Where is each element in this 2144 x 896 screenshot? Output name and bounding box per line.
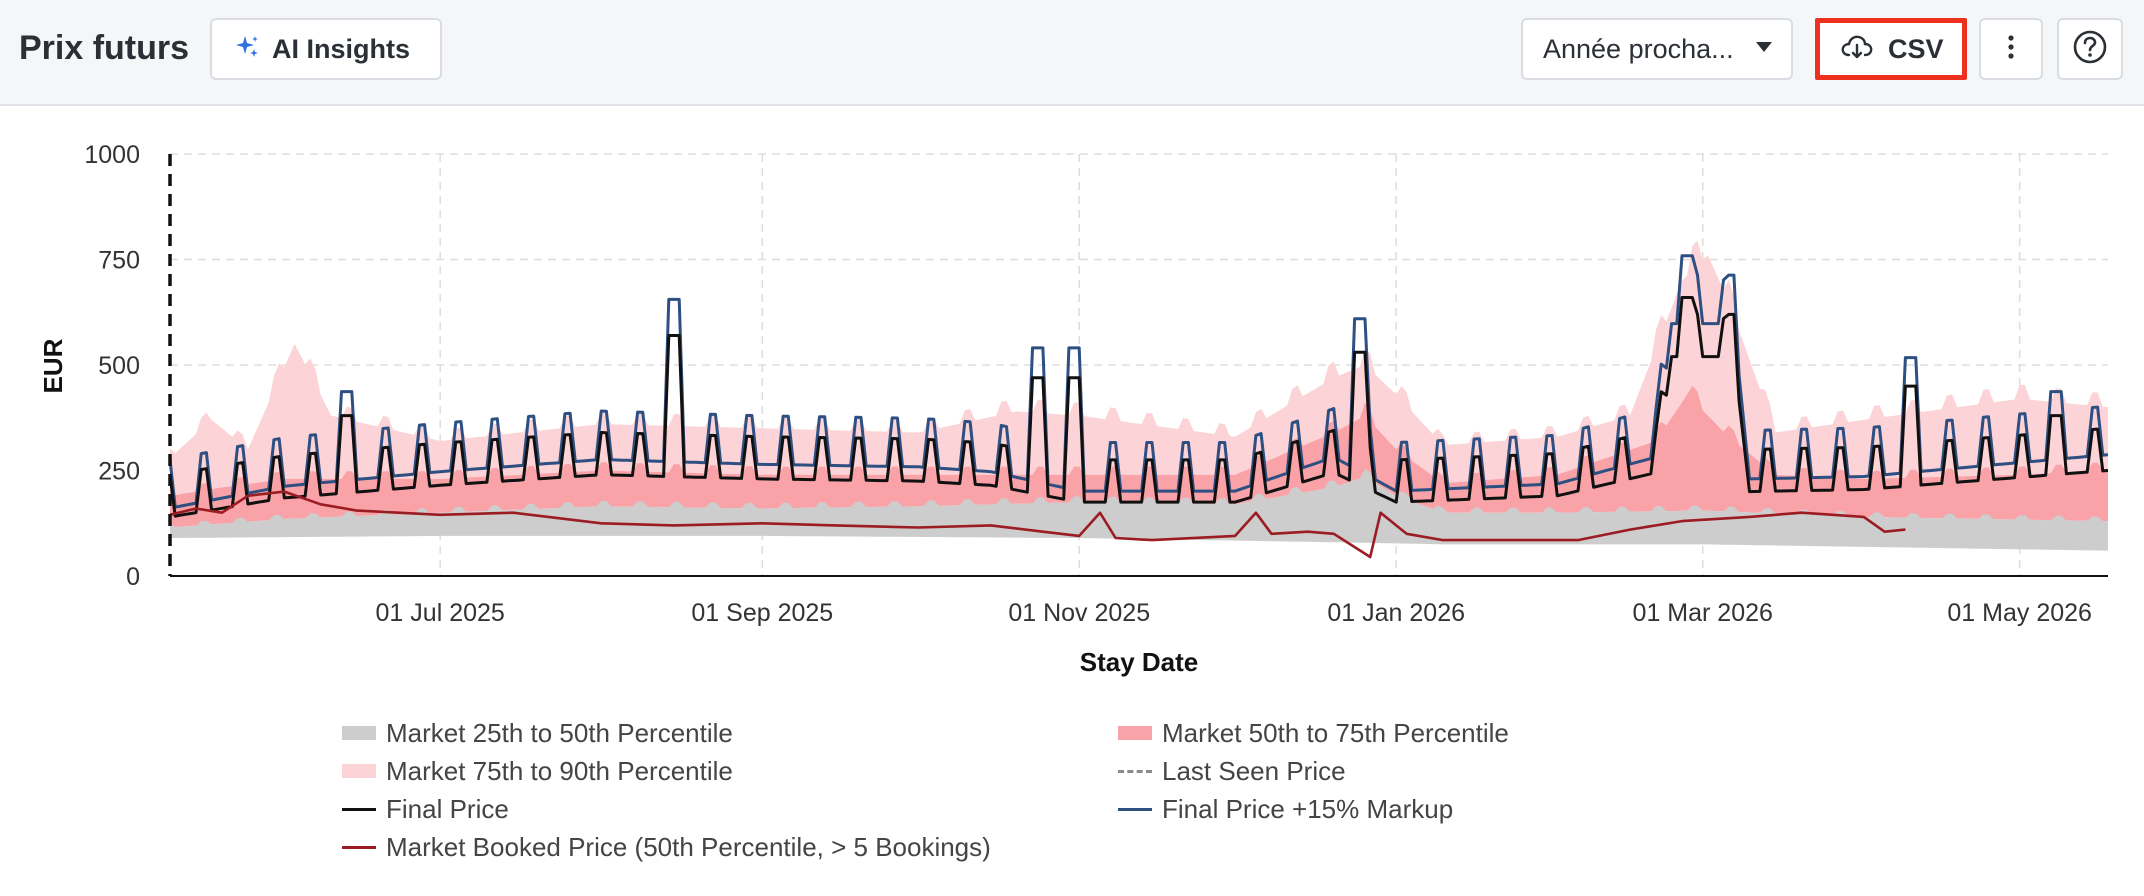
x-tick-label: 01 Jul 2025	[376, 599, 505, 627]
x-tick-label: 01 Mar 2026	[1633, 599, 1773, 627]
x-axis-label: Stay Date	[1080, 647, 1199, 677]
csv-button-label: CSV	[1888, 33, 1944, 64]
legend-label: Market Booked Price (50th Percentile, > …	[386, 831, 991, 862]
legend-item[interactable]: Market 25th to 50th Percentile	[342, 715, 733, 751]
kebab-menu-icon	[2007, 34, 2015, 65]
y-tick-label: 250	[98, 458, 140, 486]
y-axis-label: EUR	[38, 338, 68, 393]
series-market-booked-price	[169, 490, 1906, 559]
price-chart: 0 250 500 750 1000 01 Jul 2025 01 Sep 2025 01 N…	[38, 141, 2109, 677]
cloud-download-icon	[1840, 33, 1874, 66]
sparkles-icon	[234, 34, 260, 65]
y-tick-label: 0	[126, 563, 140, 591]
period-select[interactable]: Année procha...	[1521, 18, 1793, 80]
y-tick-label: 500	[98, 352, 140, 380]
band-market-75th-to-90th-percentile	[170, 240, 2108, 496]
question-circle-icon	[2072, 29, 2108, 70]
y-tick-label: 750	[98, 247, 140, 275]
legend-item[interactable]: Final Price	[342, 791, 509, 827]
ai-insights-button[interactable]: AI Insights	[210, 18, 442, 80]
legend-label: Last Seen Price	[1162, 755, 1346, 786]
more-options-button[interactable]	[1979, 18, 2043, 80]
chart-axes: 0 250 500 750 1000 01 Jul 2025 01 Sep 2025 01 N…	[84, 141, 2108, 627]
legend-label: Market 75th to 90th Percentile	[386, 755, 733, 786]
legend-item[interactable]: Market 75th to 90th Percentile	[342, 753, 733, 789]
csv-download-button[interactable]: CSV	[1815, 18, 1967, 80]
band-market-50th-to-75th-percentile	[170, 385, 2108, 528]
legend-item[interactable]: Market Booked Price (50th Percentile, > …	[342, 829, 991, 865]
chart-bands	[170, 240, 2108, 551]
series-final-price-markup	[168, 254, 2109, 509]
page-title: Prix futurs	[19, 29, 190, 67]
caret-down-icon	[1755, 40, 1773, 58]
y-tick-label: 1000	[84, 141, 140, 169]
legend-swatch	[1118, 769, 1152, 773]
x-tick-label: 01 Jan 2026	[1327, 599, 1465, 627]
series-final-price	[168, 296, 2109, 518]
ai-insights-label: AI Insights	[272, 33, 411, 64]
legend-swatch	[342, 845, 376, 849]
chart-legend: Market 25th to 50th Percentile Market 50t…	[342, 715, 2102, 875]
x-tick-label: 01 Nov 2025	[1008, 599, 1150, 627]
period-select-value: Année procha...	[1543, 33, 1734, 64]
legend-swatch	[342, 807, 376, 811]
chart-lines	[168, 254, 2109, 559]
legend-item[interactable]: Market 50th to 75th Percentile	[1118, 715, 1509, 751]
legend-swatch	[1118, 807, 1152, 811]
help-button[interactable]	[2057, 18, 2123, 80]
toolbar: Prix futurs AI Insights Année procha... …	[0, 0, 2144, 106]
x-tick-label: 01 May 2026	[1947, 599, 2092, 627]
legend-label: Final Price +15% Markup	[1162, 793, 1454, 824]
legend-item[interactable]: Last Seen Price	[1118, 753, 1346, 789]
legend-swatch	[1118, 726, 1152, 740]
legend-label: Market 50th to 75th Percentile	[1162, 717, 1509, 748]
x-tick-label: 01 Sep 2025	[691, 599, 833, 627]
legend-swatch	[342, 726, 376, 740]
legend-label: Market 25th to 50th Percentile	[386, 717, 733, 748]
legend-label: Final Price	[386, 793, 509, 824]
legend-item[interactable]: Final Price +15% Markup	[1118, 791, 1453, 827]
legend-swatch	[342, 764, 376, 778]
